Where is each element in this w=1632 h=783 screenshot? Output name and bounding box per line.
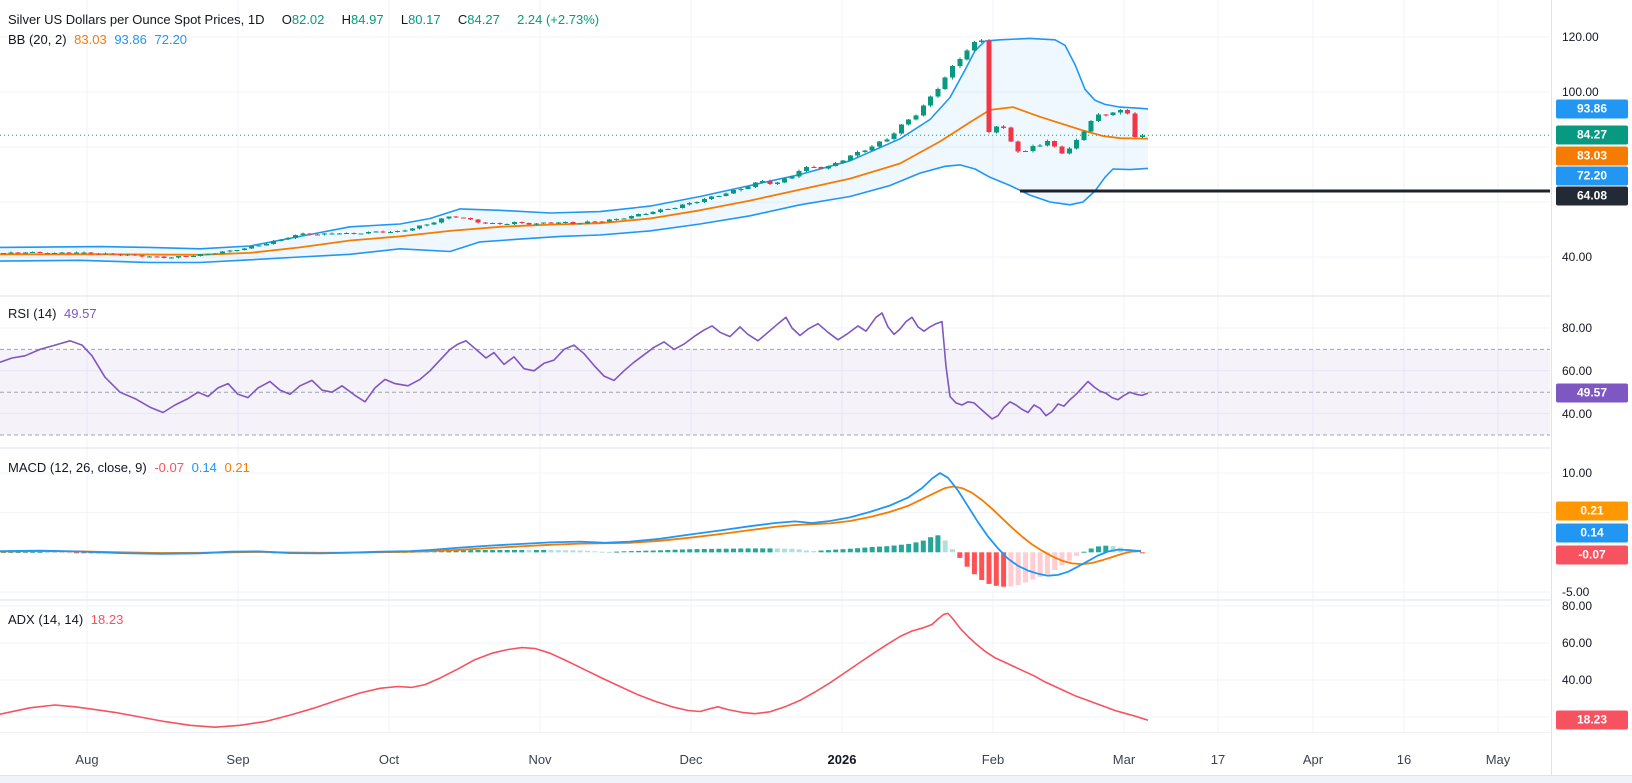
time-axis-label: Dec [679, 752, 703, 767]
bottom-strip [0, 775, 1632, 783]
time-axis-label: Nov [528, 752, 552, 767]
bb-basis-value: 83.03 [74, 32, 107, 47]
time-axis-label: Aug [75, 752, 99, 767]
macd-signal-value: 0.21 [224, 460, 250, 475]
time-axis-label: Mar [1112, 752, 1136, 767]
price-axis-label: 10.00 [1562, 466, 1593, 480]
adx-value: 18.23 [90, 612, 124, 627]
time-axis[interactable]: Aug Sep Oct Nov Dec 2026 Feb Mar 17 Apr 16 May [0, 733, 1632, 775]
price-axis-label: 40.00 [1562, 673, 1593, 687]
macd-indicator-legend[interactable]: MACD (12, 26, close, 9) -0.07 0.14 0.21 [8, 458, 250, 478]
main-series-legend[interactable]: Silver US Dollars per Ounce Spot Prices,… [8, 10, 599, 30]
bb-indicator-legend[interactable]: BB (20, 2) 83.03 93.86 72.20 [8, 30, 187, 50]
price-badge: 0.21 [1556, 501, 1628, 521]
price-axis-label: 100.00 [1562, 85, 1599, 99]
price-badge: 18.23 [1556, 710, 1628, 730]
low-label: L [400, 12, 409, 27]
high-value: 84.97 [351, 12, 384, 27]
price-axis-label: 80.00 [1562, 599, 1593, 613]
bb-upper-value: 93.86 [114, 32, 147, 47]
rsi-indicator-legend[interactable]: RSI (14) 49.57 [8, 304, 97, 324]
open-label: O [281, 12, 292, 27]
rsi-value: 49.57 [64, 306, 97, 321]
close-value: 84.27 [467, 12, 500, 27]
price-badge: 0.14 [1556, 523, 1628, 543]
time-axis-label: 16 [1396, 752, 1412, 767]
adx-indicator-legend[interactable]: ADX (14, 14) 18.23 [8, 610, 123, 630]
low-value: 80.17 [408, 12, 441, 27]
time-axis-label: Feb [981, 752, 1005, 767]
price-badge: 83.03 [1556, 146, 1628, 166]
price-axis-label: -5.00 [1562, 585, 1590, 599]
time-axis-label: May [1485, 752, 1511, 767]
time-axis-label: Sep [226, 752, 250, 767]
chart-title: Silver US Dollars per Ounce Spot Prices,… [8, 12, 265, 27]
price-axis[interactable]: 120.00 100.00 40.00 80.00 60.00 40.00 10.00 -5.… [1551, 0, 1632, 775]
price-axis-label: 120.00 [1562, 30, 1599, 44]
price-axis-label: 40.00 [1562, 250, 1593, 264]
price-badge: -0.07 [1556, 545, 1628, 565]
bb-lower-value: 72.20 [154, 32, 188, 47]
bb-label: BB (20, 2) [8, 32, 67, 47]
time-axis-label: Apr [1302, 752, 1324, 767]
macd-line-value: 0.14 [191, 460, 217, 475]
time-axis-label: Oct [378, 752, 400, 767]
macd-label: MACD (12, 26, close, 9) [8, 460, 147, 475]
price-axis-label: 60.00 [1562, 636, 1593, 650]
rsi-label: RSI (14) [8, 306, 57, 321]
price-badge: 84.27 [1556, 125, 1628, 145]
price-badge: 72.20 [1556, 166, 1628, 186]
price-badge: 49.57 [1556, 383, 1628, 403]
high-label: H [341, 12, 352, 27]
macd-hist-value: -0.07 [154, 460, 184, 475]
change-value: 2.24 (+2.73%) [517, 12, 600, 27]
price-badge: 64.08 [1556, 186, 1628, 206]
time-axis-label: 17 [1210, 752, 1226, 767]
time-axis-label: 2026 [827, 752, 857, 767]
adx-label: ADX (14, 14) [8, 612, 84, 627]
open-value: 82.02 [291, 12, 325, 27]
price-axis-label: 60.00 [1562, 364, 1593, 378]
price-badge: 93.86 [1556, 99, 1628, 119]
close-label: C [457, 12, 468, 27]
price-axis-label: 40.00 [1562, 407, 1593, 421]
price-axis-label: 80.00 [1562, 321, 1593, 335]
